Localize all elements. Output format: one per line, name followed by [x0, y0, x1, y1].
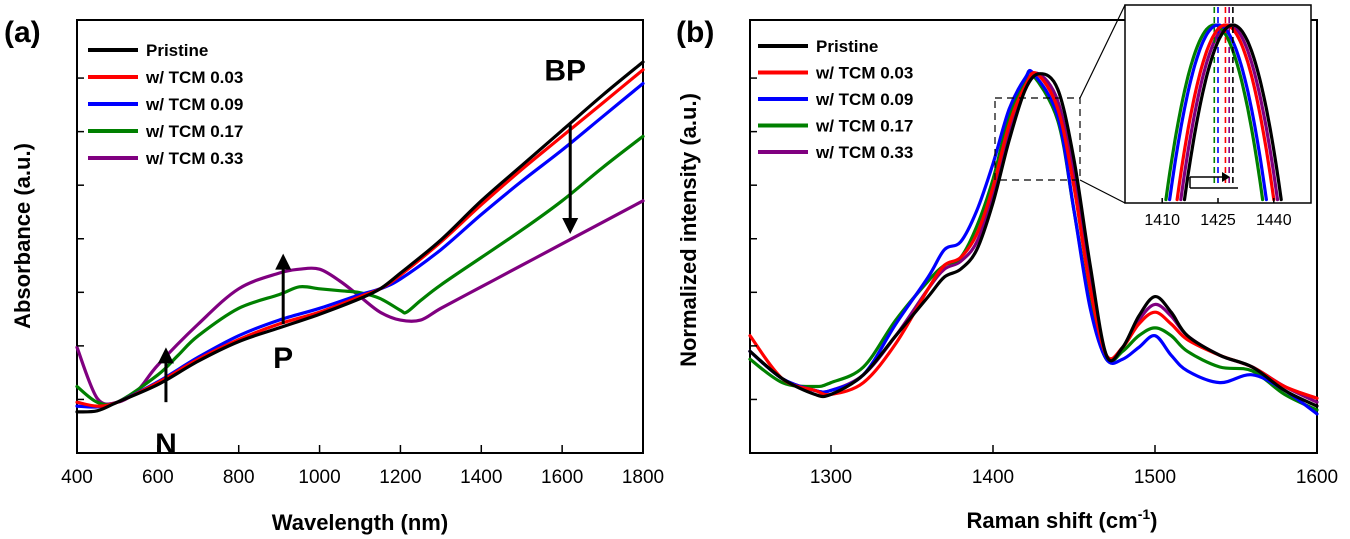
inset-series-pristine — [1182, 23, 1283, 202]
panel-b-x-tick-label: 1500 — [1134, 467, 1176, 488]
inset-x-tick-label: 1410 — [1144, 212, 1180, 229]
panel-a-y-axis-label: Absorbance (a.u.) — [10, 143, 35, 329]
panel-b-plot-frame — [749, 19, 1318, 454]
panel-b-x-tick-label: 1600 — [1296, 467, 1338, 488]
panel-b-legend-label: w/ TCM 0.17 — [815, 117, 913, 136]
inset: 1410 1425 1440 — [1124, 4, 1312, 229]
panel-b-x-axis-label: Raman shift (cm-1) — [967, 506, 1158, 533]
annotation-label-n: N — [155, 428, 177, 461]
panel-b-x-tick-label: 1400 — [972, 467, 1014, 488]
panel-b: (b) 1300 1400 1500 1600 Raman shift (cm-1) … — [676, 4, 1338, 533]
zoom-connector-bottom — [1079, 179, 1126, 204]
panel-a-x-tick-label: 1400 — [460, 467, 502, 488]
panel-a-annotations: N P BP — [155, 55, 586, 462]
panel-b-label: (b) — [676, 16, 714, 49]
panel-a-x-ticks: 400 600 800 1000 1200 1400 1600 1800 — [61, 445, 664, 488]
panel-b-curves — [748, 68, 1319, 416]
panel-b-x-ticks: 1300 1400 1500 1600 — [810, 445, 1338, 488]
panel-a-series-w-tcm-0-33 — [75, 199, 645, 406]
panel-b-series-w-tcm-0-03 — [748, 71, 1319, 400]
panel-b-legend-label: Pristine — [816, 37, 878, 56]
zoom-region-box — [994, 97, 1081, 181]
panel-b-x-tick-label: 1300 — [810, 467, 852, 488]
inset-arrow-head — [1222, 172, 1230, 182]
panel-a: (a) 400 600 800 1000 1200 1400 1600 1800 Wavele… — [4, 16, 664, 535]
panel-a-x-tick-label: 600 — [142, 467, 174, 488]
inset-series-w-tcm-0-09 — [1168, 23, 1268, 202]
panel-b-x-axis-label-main: Raman shift (cm — [967, 508, 1138, 533]
panel-b-y-ticks — [750, 77, 757, 401]
panel-a-x-tick-label: 800 — [223, 467, 255, 488]
panel-a-legend-label: w/ TCM 0.09 — [145, 95, 243, 114]
panel-b-legend-label: w/ TCM 0.09 — [815, 90, 913, 109]
inset-x-tick-label: 1440 — [1256, 212, 1292, 229]
panel-a-label: (a) — [4, 16, 41, 49]
panel-a-legend-label: w/ TCM 0.03 — [145, 68, 243, 87]
annotation-arrowhead-n — [157, 347, 174, 364]
panel-a-legend-label: Pristine — [146, 41, 208, 60]
panel-a-curves — [75, 60, 645, 414]
panel-b-x-axis-label-suffix: ) — [1150, 508, 1157, 533]
panel-a-legend-label: w/ TCM 0.17 — [145, 122, 243, 141]
panel-a-series-w-tcm-0-17 — [75, 134, 645, 407]
panel-b-legend: Pristine w/ TCM 0.03 w/ TCM 0.09 w/ TCM 0.1… — [758, 37, 913, 162]
panel-b-legend-label: w/ TCM 0.03 — [815, 64, 913, 83]
panel-a-plot-frame — [76, 19, 644, 454]
annotation-label-bp: BP — [544, 55, 586, 88]
inset-x-tick-label: 1425 — [1200, 212, 1236, 229]
annotation-arrowhead-bp — [562, 218, 579, 235]
panel-b-legend-label: w/ TCM 0.33 — [815, 143, 913, 162]
panel-a-x-tick-label: 400 — [61, 467, 93, 488]
annotation-label-p: P — [273, 342, 293, 375]
inset-curves — [1164, 7, 1283, 202]
inset-x-ticks: 1410 1425 1440 — [1144, 198, 1292, 229]
panel-a-series-pristine — [75, 60, 645, 414]
panel-b-x-axis-label-superscript: -1 — [1138, 506, 1151, 522]
inset-series-w-tcm-0-03 — [1175, 23, 1276, 202]
annotation-arrowhead-p — [275, 253, 292, 270]
panel-a-x-axis-label: Wavelength (nm) — [272, 510, 448, 535]
panel-a-x-tick-label: 1800 — [622, 467, 664, 488]
panel-a-legend-label: w/ TCM 0.33 — [145, 149, 243, 168]
panel-a-x-tick-label: 1200 — [379, 467, 421, 488]
panel-b-series-pristine — [748, 72, 1319, 408]
panel-a-legend: Pristine w/ TCM 0.03 w/ TCM 0.09 w/ TCM 0.1… — [88, 41, 243, 168]
panel-b-y-axis-label: Normalized intensity (a.u.) — [676, 93, 701, 367]
panel-a-x-tick-label: 1000 — [298, 467, 340, 488]
panel-a-y-ticks — [77, 77, 84, 401]
inset-shift-arrow — [1189, 172, 1238, 189]
zoom-connector-top — [1079, 4, 1126, 99]
panel-a-x-tick-label: 1600 — [541, 467, 583, 488]
